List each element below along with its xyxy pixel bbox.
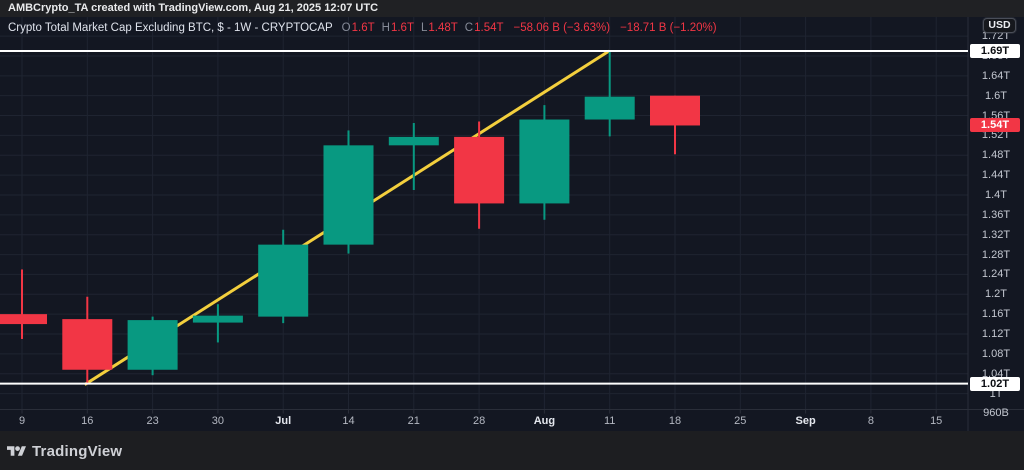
candle-body — [519, 119, 570, 204]
tradingview-logo[interactable]: TradingView — [7, 443, 122, 460]
candle-body — [454, 136, 505, 204]
symbol-legend[interactable]: Crypto Total Market Cap Excluding BTC, $… — [8, 21, 717, 35]
legend-low: L1.48T — [420, 22, 458, 34]
candle-body — [650, 95, 700, 126]
legend-high: H1.6T — [381, 22, 414, 34]
candle-body — [584, 96, 635, 120]
candle-body — [62, 319, 113, 370]
tradingview-logo-icon — [7, 446, 26, 456]
candle-body — [127, 320, 178, 370]
candle-body — [323, 145, 374, 245]
legend-change-absolute: −58.06 B (−3.63%) — [513, 22, 611, 34]
candle-body — [192, 315, 243, 323]
legend-change-percent: −18.71 B (−1.20%) — [620, 22, 717, 34]
legend-symbol-title: Crypto Total Market Cap Excluding BTC, $… — [8, 22, 333, 34]
currency-toggle-button[interactable]: USD — [983, 18, 1016, 33]
candle-body — [388, 136, 439, 146]
top-header-bar — [0, 0, 1024, 17]
attribution-text: AMBCrypto_TA created with TradingView.co… — [8, 2, 379, 14]
candle-body — [0, 314, 47, 325]
legend-close: C1.54T — [464, 22, 504, 34]
legend-open: O1.6T — [341, 22, 375, 34]
footer-bar — [0, 431, 1024, 470]
tradingview-wordmark: TradingView — [32, 443, 123, 460]
candle-body — [258, 244, 309, 317]
